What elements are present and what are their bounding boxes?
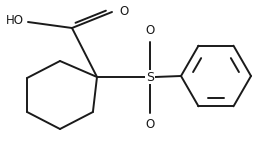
Text: O: O xyxy=(119,4,128,18)
Text: S: S xyxy=(146,71,154,83)
Text: O: O xyxy=(145,118,154,131)
Text: HO: HO xyxy=(6,14,24,26)
Text: O: O xyxy=(145,24,154,37)
